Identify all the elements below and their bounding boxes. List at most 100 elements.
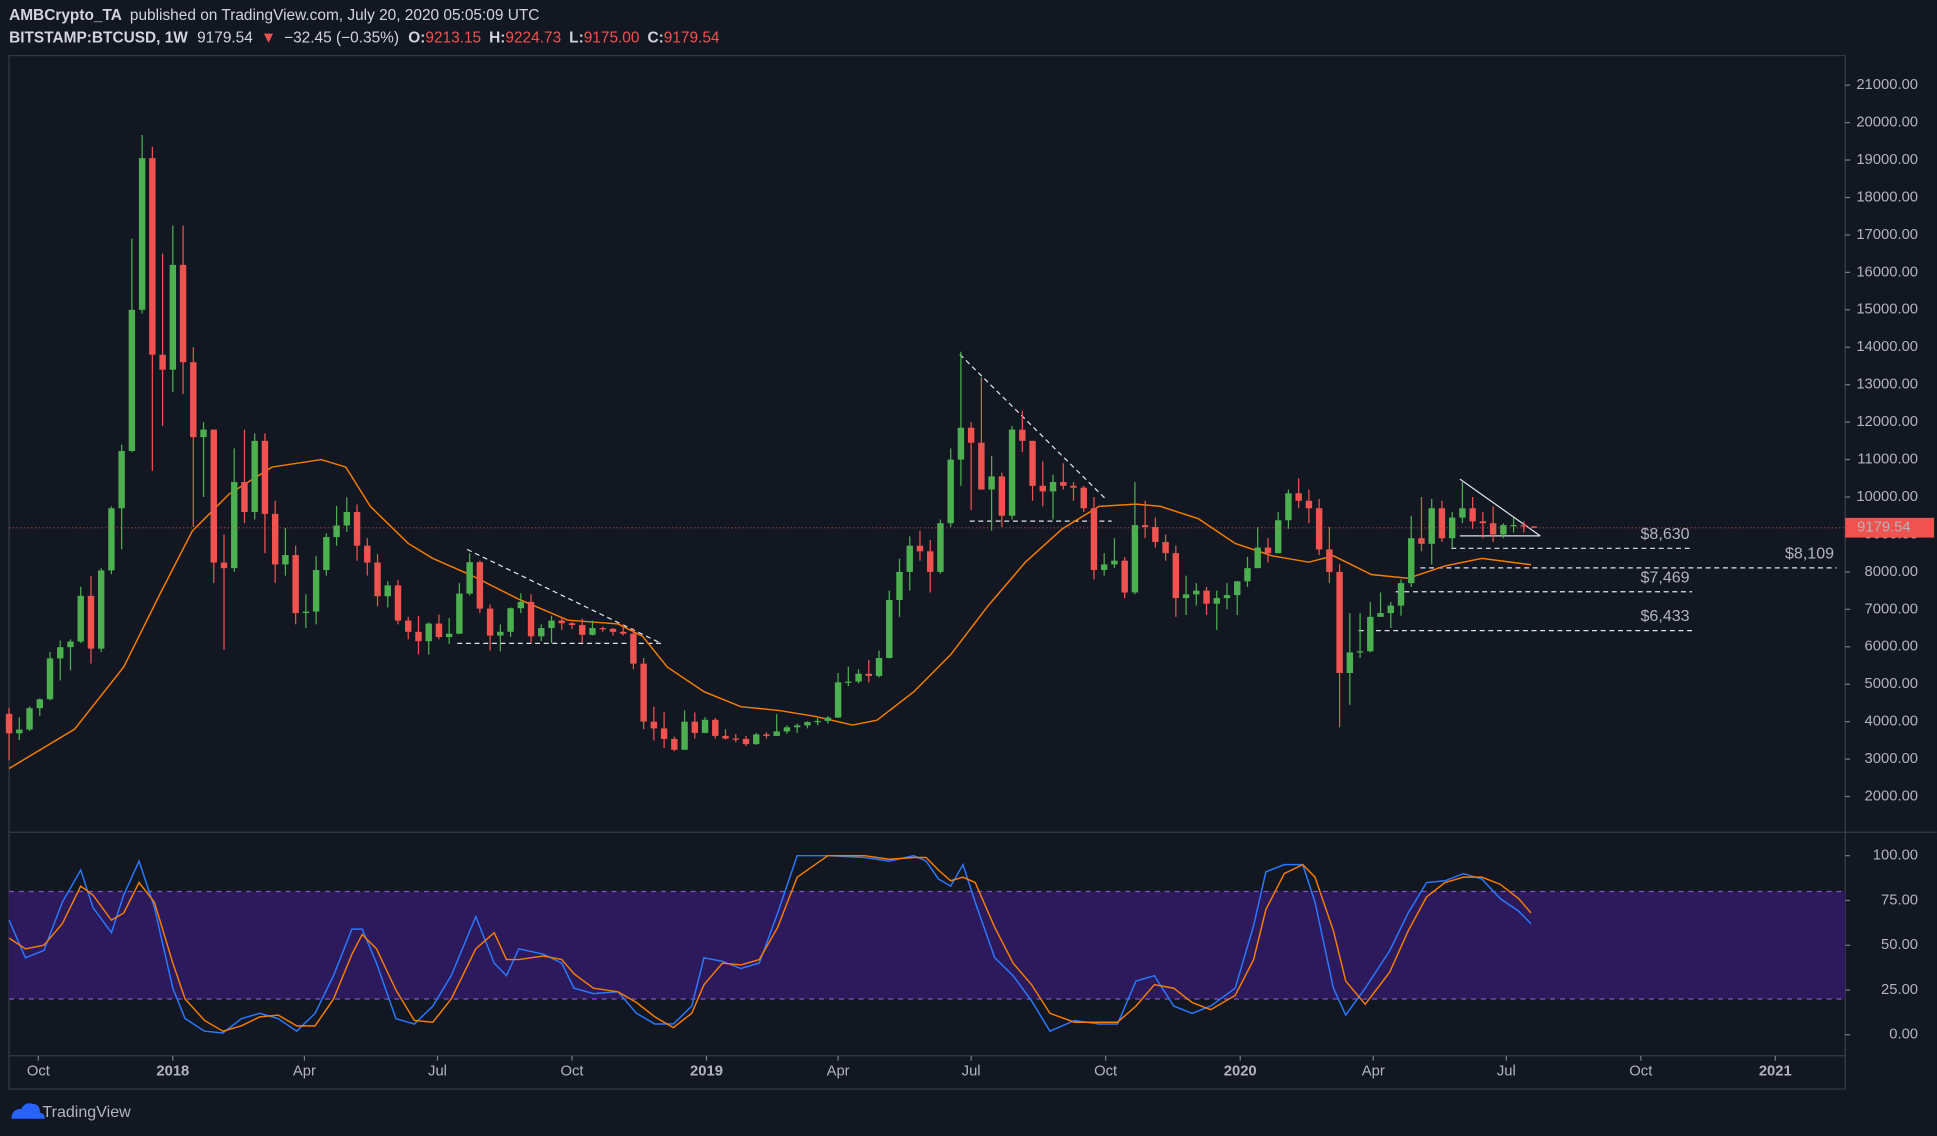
candle-body	[855, 673, 862, 682]
candle-body	[579, 625, 586, 635]
candle-body	[1530, 526, 1538, 528]
candle-body	[1141, 525, 1149, 527]
candle-body	[1162, 541, 1169, 554]
candle-body	[681, 721, 688, 750]
candle-body	[57, 647, 64, 659]
candle-body	[149, 158, 156, 355]
y-tick-label: 5000.00	[1865, 676, 1919, 692]
candle-body	[1223, 595, 1231, 599]
y-tick-label: 3000.00	[1865, 751, 1919, 767]
candle-body	[824, 717, 832, 721]
x-tick-label: Oct	[1629, 1064, 1652, 1080]
candle-body	[753, 734, 760, 745]
candle-body	[1479, 521, 1487, 524]
candle-body	[67, 641, 74, 648]
candle-body	[1346, 652, 1354, 673]
candle-body	[1244, 568, 1251, 582]
y-tick-label: 16000.00	[1856, 264, 1918, 280]
candle-body	[937, 523, 944, 572]
candle-body	[1326, 549, 1333, 572]
candle-body	[957, 427, 965, 460]
candle-body	[169, 264, 177, 370]
low-value: 9175.00	[584, 29, 640, 46]
candle-body	[558, 620, 565, 624]
candle-body	[1520, 525, 1528, 527]
candle-body	[1193, 590, 1200, 595]
candle-body	[1418, 538, 1425, 544]
candle-body	[231, 482, 238, 569]
candle-body	[660, 728, 668, 739]
x-tick-label: Jul	[428, 1064, 447, 1080]
candle-body	[466, 562, 473, 594]
candle-body	[87, 595, 95, 649]
y-tick-label: 12000.00	[1856, 414, 1918, 430]
y-tick-label: 0.00	[1889, 1027, 1918, 1043]
candle-body	[773, 731, 780, 736]
level-label: $8,109	[1785, 544, 1834, 562]
candle-body	[1100, 564, 1108, 571]
y-tick-label: 2000.00	[1865, 788, 1919, 804]
candle-body	[906, 545, 913, 572]
trendline	[466, 548, 662, 644]
series-line	[8, 854, 1532, 1033]
candle-body	[16, 729, 23, 734]
candle-body	[1469, 508, 1476, 522]
candle-body	[845, 681, 852, 683]
moving-average	[8, 458, 1532, 770]
candle-body	[5, 713, 13, 734]
x-tick-label: Apr	[293, 1064, 316, 1080]
candle-body	[568, 623, 576, 626]
candle-body	[834, 682, 842, 718]
candle-body	[445, 633, 453, 638]
close-label: C:	[647, 29, 663, 46]
y-tick-label: 21000.00	[1856, 77, 1918, 93]
candle-body	[384, 585, 391, 597]
x-tick-label: 2020	[1224, 1064, 1257, 1080]
candle-body	[1295, 493, 1302, 501]
candle-body	[1448, 517, 1456, 539]
candle-body	[1039, 485, 1046, 492]
candle-body	[251, 440, 258, 512]
candle-body	[886, 599, 893, 659]
brand: TradingView	[42, 1103, 131, 1121]
y-tick-label: 100.00	[1873, 848, 1918, 864]
x-tick-label: Apr	[1362, 1064, 1385, 1080]
y-tick-label: 18000.00	[1856, 189, 1918, 205]
candle-body	[1264, 547, 1272, 554]
candle-body	[1459, 508, 1466, 518]
candle-body	[159, 354, 166, 370]
candle-body	[1060, 482, 1067, 486]
y-tick-label: 50.00	[1881, 937, 1918, 953]
candle-body	[630, 633, 637, 664]
x-tick-label: 2021	[1759, 1064, 1792, 1080]
candle-body	[691, 721, 699, 733]
candle-body	[1510, 525, 1517, 527]
candle-body	[1408, 538, 1415, 584]
candle-body	[476, 562, 484, 609]
change: −32.45 (−0.35%)	[284, 29, 399, 46]
candle-body	[538, 628, 545, 637]
last-price-tag	[1845, 517, 1935, 538]
y-tick-label: 14000.00	[1856, 339, 1918, 355]
candle-body	[200, 429, 207, 438]
y-tick-label: 6000.00	[1865, 639, 1919, 655]
candle-body	[1305, 500, 1313, 509]
candle-body	[722, 735, 729, 739]
candle-body	[46, 658, 54, 700]
candle-body	[1336, 571, 1343, 673]
level-label: $8,630	[1641, 525, 1690, 543]
y-tick-label: 10000.00	[1856, 489, 1918, 505]
close-value: 9179.54	[664, 29, 720, 46]
candle-body	[1152, 526, 1159, 542]
candle-body	[415, 631, 422, 642]
published: published on TradingView.com, July 20, 2…	[130, 7, 540, 24]
candle-body	[1008, 429, 1016, 516]
candle-body	[1080, 487, 1087, 509]
candle-body	[26, 708, 33, 730]
candle-body	[210, 429, 217, 563]
y-tick-label: 8000.00	[1865, 564, 1919, 580]
candle-body	[456, 593, 463, 634]
candle-body	[138, 158, 146, 310]
author: AMBCrypto_TA	[9, 7, 122, 24]
candle-body	[77, 595, 84, 642]
